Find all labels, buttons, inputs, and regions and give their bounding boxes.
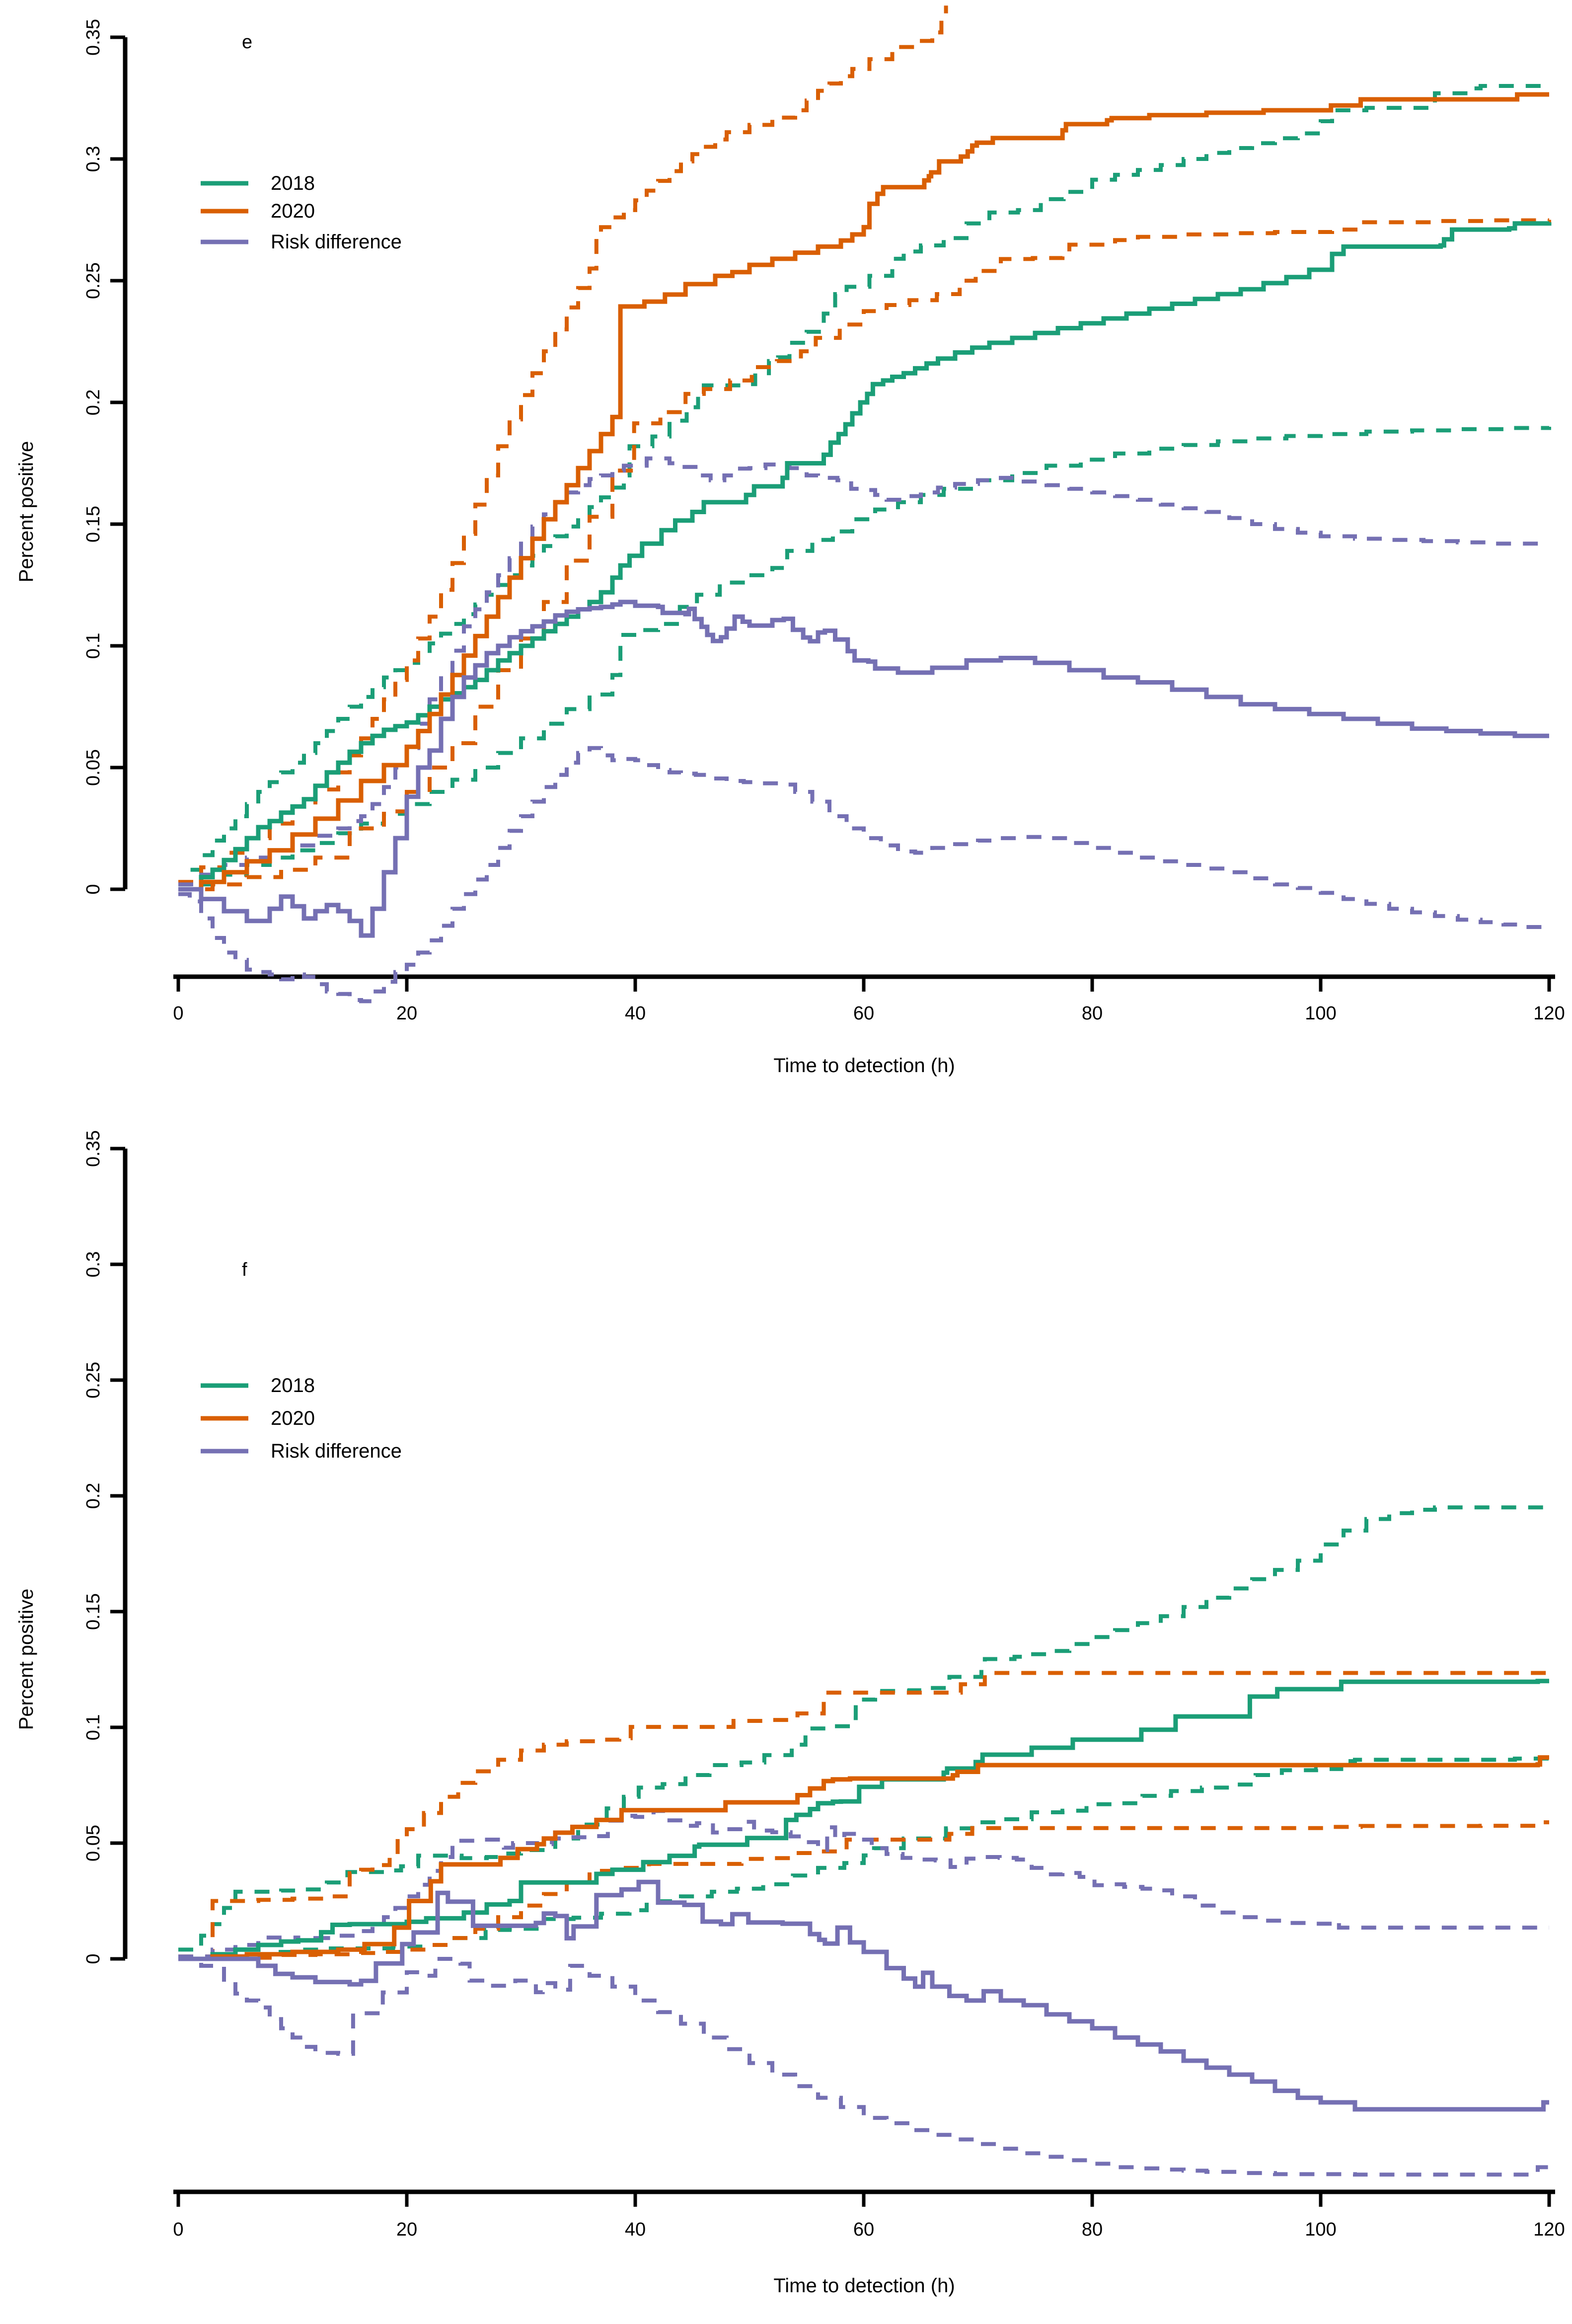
series-e-2018 — [178, 221, 1552, 892]
x-axis-title: Time to detection (h) — [773, 1055, 955, 1077]
y-tick-label: 0.05 — [83, 749, 104, 786]
y-tick-label: 0.05 — [83, 1825, 104, 1861]
panel-letter: f — [242, 1259, 247, 1280]
x-tick-label: 100 — [1305, 2219, 1336, 2240]
chart-panels: 0 0.05 0.1 0.15 0.2 0.25 0.3 0.35 0 20 40 60 80 100 12… — [15, 5, 1565, 2297]
y-axis-title: Percent positive — [15, 1589, 37, 1730]
y-tick-label: 0.35 — [83, 19, 104, 56]
series-f-2020 — [178, 1755, 1549, 1961]
legend: 2018 2020 Risk difference — [201, 172, 402, 253]
series-f-2020-upper-ci — [178, 1671, 1551, 1959]
legend-label-y2020: 2020 — [271, 200, 315, 222]
series-f-2020-lower-ci — [178, 1820, 1549, 1961]
legend-label-risk: Risk difference — [271, 1440, 402, 1462]
y-axis-title: Percent positive — [15, 441, 37, 583]
series-f-risk-difference-upper-ci — [178, 1809, 1549, 1959]
series-f-risk-difference-lower-ci — [178, 1957, 1549, 2177]
x-tick-label: 40 — [625, 2219, 646, 2240]
y-tick-label: 0.15 — [83, 506, 104, 542]
series-e-2020-upper-ci — [178, 5, 948, 884]
panel-letter: e — [242, 32, 252, 53]
x-tick-label: 100 — [1305, 1003, 1336, 1024]
x-tick-label: 40 — [625, 1003, 646, 1024]
y-tick-label: 0.2 — [83, 389, 104, 416]
y-tick-label: 0 — [83, 1953, 104, 1964]
y-tick-label: 0.1 — [83, 633, 104, 659]
x-tick-label: 60 — [853, 2219, 874, 2240]
x-tick-label: 0 — [173, 1003, 183, 1024]
legend-label-y2020: 2020 — [271, 1407, 315, 1429]
legend-label-y2018: 2018 — [271, 1375, 315, 1396]
y-tick-label: 0.15 — [83, 1593, 104, 1630]
y-tick-label: 0.3 — [83, 146, 104, 172]
series-e-2020-lower-ci — [178, 218, 1551, 891]
panel-e: 0 0.05 0.1 0.15 0.2 0.25 0.3 0.35 0 20 40 60 80 100 12… — [15, 5, 1565, 1077]
x-tick-label: 20 — [396, 2219, 417, 2240]
y-tick-label: 0.25 — [83, 262, 104, 299]
y-tick-label: 0.3 — [83, 1251, 104, 1278]
x-tick-label: 0 — [173, 2219, 183, 2240]
series-e-risk-difference — [178, 600, 1549, 938]
legend: 2018 2020 Risk difference — [201, 1375, 402, 1462]
x-tick-label: 80 — [1082, 2219, 1103, 2240]
x-tick-label: 20 — [396, 1003, 417, 1024]
series-e-2020 — [178, 92, 1549, 892]
x-tick-label: 60 — [853, 1003, 874, 1024]
legend-label-y2018: 2018 — [271, 172, 315, 194]
x-axis-title: Time to detection (h) — [773, 2275, 955, 2297]
y-tick-label: 0 — [83, 884, 104, 894]
x-tick-label: 120 — [1533, 2219, 1565, 2240]
y-tick-label: 0.1 — [83, 1714, 104, 1741]
series-e-2018-upper-ci — [178, 84, 1549, 887]
series-f-2018 — [178, 1679, 1549, 1961]
y-tick-label: 0.35 — [83, 1130, 104, 1167]
legend-label-risk: Risk difference — [271, 231, 402, 253]
x-tick-label: 120 — [1533, 1003, 1565, 1024]
y-tick-label: 0.2 — [83, 1483, 104, 1509]
x-tick-label: 80 — [1082, 1003, 1103, 1024]
series-f-2018-upper-ci — [178, 1505, 1549, 1952]
series-f-risk-difference — [178, 1879, 1549, 2112]
series-e-risk-difference-lower-ci — [178, 746, 1551, 1004]
y-tick-label: 0.25 — [83, 1362, 104, 1398]
panel-f: 0 0.05 0.1 0.15 0.2 0.25 0.3 0.35 0 20 40 60 80 100 12… — [15, 1130, 1565, 2297]
